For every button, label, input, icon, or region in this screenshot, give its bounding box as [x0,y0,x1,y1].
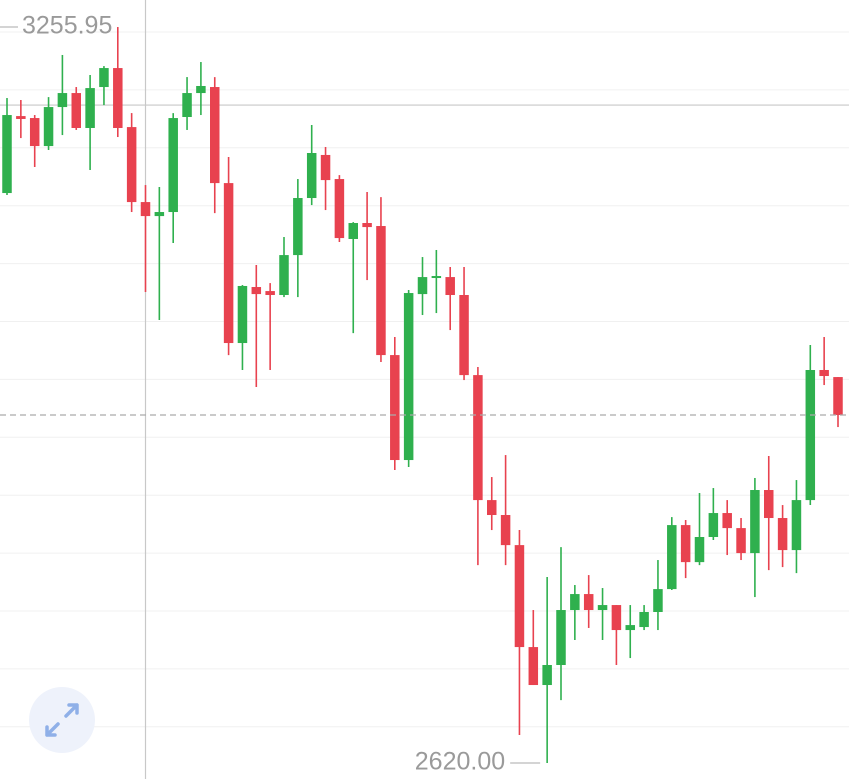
candle-body [140,202,151,217]
candle-body [251,287,262,295]
candle-body [570,594,580,611]
expand-icon [45,703,79,737]
candle-body [279,255,289,296]
annotation-label: 3255.95 [22,12,112,40]
candle-body [113,68,123,129]
candle-body [431,276,442,279]
candle-body [680,525,691,563]
candle-body [556,610,566,666]
candle-body [805,369,816,501]
candle-body [390,355,400,461]
candle-body [403,293,414,461]
candle-body [708,513,719,538]
candle-body [459,295,469,376]
candle-body [611,605,622,631]
candle-body [168,118,178,213]
grid [0,31,849,728]
candle-body [126,127,137,203]
candle-body [265,291,275,296]
candle-body [293,198,303,256]
candle-body [528,647,539,686]
candle-body [791,500,802,551]
candle-body [777,518,788,551]
annotation-label: 2620.00 [415,748,505,776]
candle-body [16,116,26,119]
candle-body [182,93,192,118]
candle-body [71,93,81,129]
candle-body [57,93,68,108]
candle-body [196,85,206,94]
candle-body [750,490,760,554]
candle-body [348,223,358,239]
candle-body [210,87,220,184]
candle-body [334,179,345,239]
candle-body [29,118,40,147]
candle-body [237,285,248,344]
candle-body [43,107,54,147]
candle-body [819,369,829,377]
candle-body [487,500,497,516]
candle-body [2,115,12,194]
candle-body [833,377,843,416]
candle-body [500,515,511,546]
candle-body [597,605,608,611]
candle-body [514,545,525,648]
expand-button-bg[interactable] [29,687,95,753]
candle-body [736,528,746,554]
candle-body [320,154,331,181]
candle-body [542,665,552,686]
candle-body [694,537,705,563]
candle-body [362,223,372,228]
candle-body [667,525,677,590]
candle-body [473,375,483,501]
candle-body [417,277,428,295]
candle-body [764,490,774,519]
candle-body [99,68,109,88]
candle-body [639,611,649,628]
candle-body [154,212,165,217]
candle-body [85,88,95,129]
candle-body [445,277,455,296]
candle-body [223,183,234,344]
candle-body [376,226,386,356]
expand-button[interactable] [29,687,95,753]
candle-body [722,513,732,529]
candle-body [625,625,635,631]
candle-body [653,589,663,612]
candle-body [306,152,317,199]
candle-body [583,594,594,611]
